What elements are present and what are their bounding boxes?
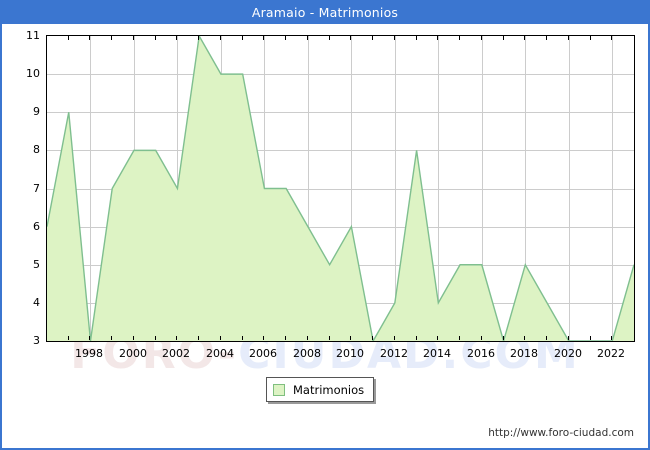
y-axis-tick-label: 5 <box>33 258 40 271</box>
page-title: Aramaio - Matrimonios <box>2 2 648 24</box>
series-line <box>47 36 634 341</box>
legend-swatch-matrimonios <box>273 383 285 396</box>
x-axis-tick-label: 2006 <box>249 347 277 360</box>
gridline-vertical <box>612 36 613 341</box>
gridline-horizontal <box>47 227 634 228</box>
plot-inner <box>47 36 634 341</box>
x-axis-tick-label: 2000 <box>119 347 147 360</box>
chart-legend: Matrimonios <box>266 377 375 402</box>
x-axis-tick-label: 2018 <box>510 347 538 360</box>
source-url: http://www.foro-ciudad.com <box>488 427 634 439</box>
x-axis-tick-label: 2022 <box>597 347 625 360</box>
y-axis-tick-label: 8 <box>33 143 40 156</box>
x-axis-tick-label: 2002 <box>162 347 190 360</box>
x-axis-tick-label: 2016 <box>467 347 495 360</box>
gridline-vertical <box>525 36 526 341</box>
y-axis-tick-label: 3 <box>33 334 40 347</box>
gridline-vertical <box>351 36 352 341</box>
x-axis-tick-label: 2020 <box>554 347 582 360</box>
gridline-horizontal <box>47 112 634 113</box>
legend-label-matrimonios: Matrimonios <box>293 382 365 397</box>
x-axis-tick-label: 1998 <box>75 347 103 360</box>
y-axis-tick-label: 7 <box>33 182 40 195</box>
x-axis-tick-label: 2014 <box>423 347 451 360</box>
gridline-vertical <box>482 36 483 341</box>
gridline-vertical <box>569 36 570 341</box>
gridline-vertical <box>395 36 396 341</box>
gridline-horizontal <box>47 74 634 75</box>
x-axis-tick-label: 2012 <box>380 347 408 360</box>
y-axis-tick-label: 10 <box>26 67 40 80</box>
y-axis-tick-label: 6 <box>33 220 40 233</box>
gridline-vertical <box>438 36 439 341</box>
y-axis-tick-label: 4 <box>33 296 40 309</box>
series-area-fill <box>47 36 634 341</box>
y-axis-tick-label: 11 <box>26 29 40 42</box>
x-axis-tick-label: 2004 <box>206 347 234 360</box>
plot-area <box>46 35 635 342</box>
x-axis-tick-label: 2010 <box>336 347 364 360</box>
x-axis-tick-label: 2008 <box>293 347 321 360</box>
y-axis-tick-label: 9 <box>33 105 40 118</box>
gridline-vertical <box>90 36 91 341</box>
gridline-vertical <box>308 36 309 341</box>
series-matrimonios <box>47 36 634 341</box>
gridline-horizontal <box>47 189 634 190</box>
gridline-horizontal <box>47 150 634 151</box>
